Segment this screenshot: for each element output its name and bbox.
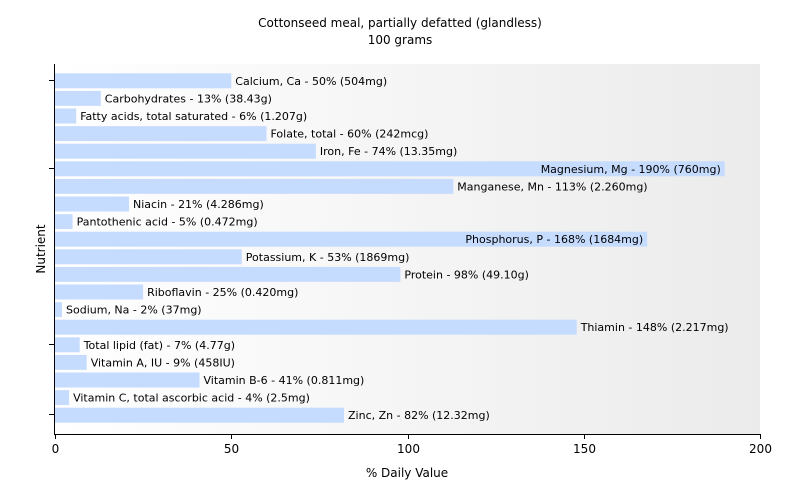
bar [55, 178, 454, 194]
bar-value-label: Iron, Fe - 74% (13.35mg) [320, 145, 457, 158]
bar-value-label: Vitamin B-6 - 41% (0.811mg) [204, 374, 365, 387]
chart-subtitle: 100 grams [368, 33, 433, 47]
bar [55, 337, 80, 353]
bars-group [55, 73, 725, 423]
bar [55, 143, 316, 159]
y-axis-ticks [49, 80, 55, 415]
bar-value-label: Zinc, Zn - 82% (12.32mg) [348, 409, 490, 422]
bar-value-label: Magnesium, Mg - 190% (760mg) [541, 163, 721, 176]
bar-value-label: Potassium, K - 53% (1869mg) [246, 251, 410, 264]
x-tick-label: 100 [397, 442, 420, 456]
bar [55, 73, 232, 89]
bar [55, 249, 242, 265]
x-axis-ticks: 0 50 100 150 200 [52, 434, 772, 456]
bar [55, 126, 267, 142]
bar [55, 266, 401, 282]
bar [55, 161, 725, 177]
bar [55, 108, 77, 124]
bar [55, 302, 62, 318]
y-axis-label: Nutrient [34, 224, 48, 274]
bar [55, 90, 101, 106]
bar-value-label: Thiamin - 148% (2.217mg) [580, 321, 729, 334]
plot-background [55, 64, 760, 434]
bar [55, 284, 144, 300]
chart-title: Cottonseed meal, partially defatted (gla… [258, 16, 542, 30]
bar [55, 390, 70, 406]
bar-value-label: Carbohydrates - 13% (38.43g) [105, 92, 272, 105]
bar [55, 231, 648, 247]
bar-value-label: Riboflavin - 25% (0.420mg) [147, 286, 298, 299]
bar-value-label: Pantothenic acid - 5% (0.472mg) [77, 216, 258, 229]
bar [55, 372, 200, 388]
bar-labels-group: Calcium, Ca - 50% (504mg) Carbohydrates -… [66, 75, 729, 422]
bar-value-label: Manganese, Mn - 113% (2.260mg) [457, 180, 647, 193]
bar-value-label: Sodium, Na - 2% (37mg) [66, 304, 202, 317]
x-tick-label: 150 [573, 442, 596, 456]
bar [55, 214, 73, 230]
x-tick-label: 50 [224, 442, 239, 456]
bar-value-label: Vitamin A, IU - 9% (458IU) [91, 356, 235, 369]
bar-value-label: Calcium, Ca - 50% (504mg) [235, 75, 387, 88]
bar [55, 319, 577, 335]
bar-value-label: Folate, total - 60% (242mcg) [271, 128, 429, 141]
bar-value-label: Fatty acids, total saturated - 6% (1.207… [80, 110, 307, 123]
x-axis-label: % Daily Value [366, 466, 448, 480]
bar-value-label: Protein - 98% (49.10g) [404, 268, 529, 281]
x-tick-label: 200 [749, 442, 772, 456]
bar [55, 407, 344, 423]
bar [55, 354, 87, 370]
bar-value-label: Total lipid (fat) - 7% (4.77g) [83, 339, 235, 352]
bar [55, 196, 129, 212]
bar-value-label: Phosphorus, P - 168% (1684mg) [465, 233, 643, 246]
bar-value-label: Vitamin C, total ascorbic acid - 4% (2.5… [73, 392, 310, 405]
x-tick-label: 0 [52, 442, 60, 456]
bar-value-label: Niacin - 21% (4.286mg) [133, 198, 264, 211]
